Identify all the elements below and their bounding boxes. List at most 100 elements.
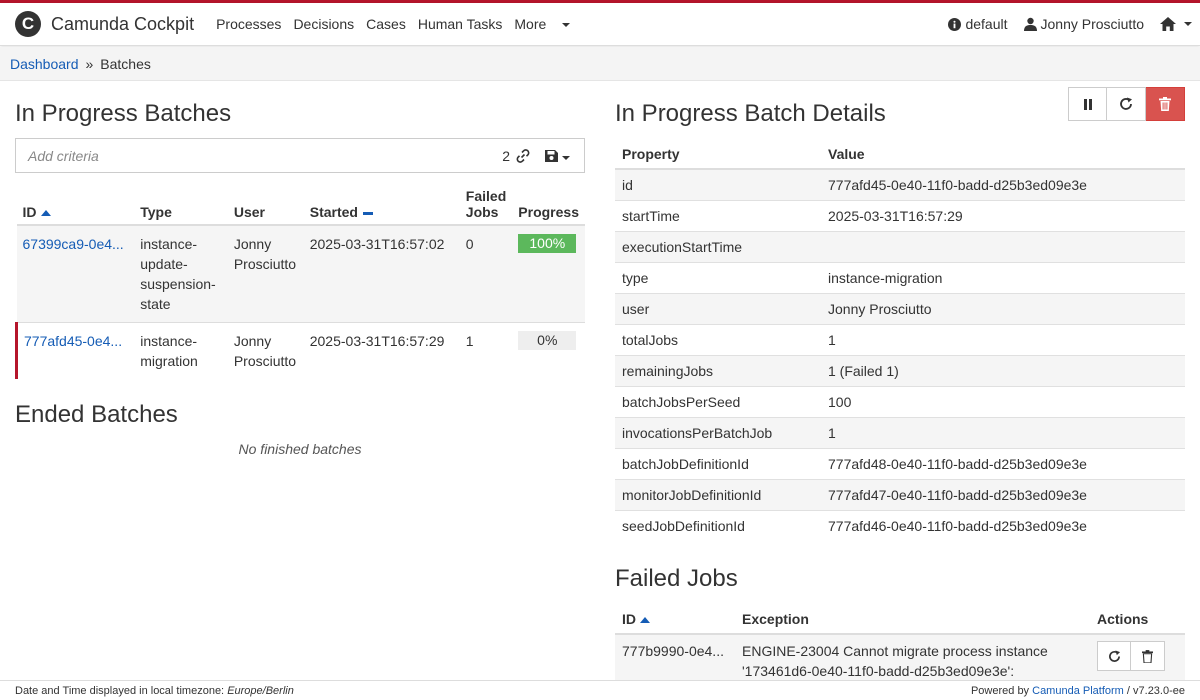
table-row: user Jonny Prosciutto: [615, 292, 1185, 324]
batch-id-link[interactable]: 777afd45-0e4...: [24, 333, 123, 349]
batch-type: instance-migration: [134, 322, 228, 379]
breadcrumb-current: Batches: [100, 55, 151, 72]
table-row: id 777afd45-0e40-11f0-badd-d25b3ed09e3e: [615, 168, 1185, 200]
col-failed-jobs-header[interactable]: Failed Jobs: [459, 179, 513, 226]
app-title: Camunda Cockpit: [51, 13, 195, 34]
powered-by: Powered by Camunda Platform / v7.23.0-ee: [971, 685, 1185, 697]
property-value: 1: [821, 323, 1185, 355]
caret-down-icon: [1184, 22, 1192, 26]
powered-by-label: Powered by: [970, 684, 1030, 697]
table-row[interactable]: 67399ca9-0e4... instance-update-suspensi…: [16, 224, 585, 323]
batch-started: 2025-03-31T16:57:02: [303, 224, 460, 323]
col-started-header[interactable]: Started: [303, 179, 460, 226]
property-key: monitorJobDefinitionId: [615, 478, 821, 510]
property-key: type: [615, 261, 821, 293]
col-id-header[interactable]: ID: [16, 179, 135, 226]
in-progress-table: ID Type User Started Failed Jobs Progres…: [15, 179, 585, 379]
property-key: id: [615, 168, 821, 200]
batch-failed-jobs: 0: [459, 224, 513, 323]
nav-human-tasks[interactable]: Human Tasks: [417, 16, 503, 32]
timezone-value: Europe/Berlin: [227, 684, 294, 697]
table-row: 777b9990-0e4... ENGINE-23004 Cannot migr…: [615, 634, 1185, 687]
engine-name: default: [965, 16, 1008, 32]
batch-id-link[interactable]: 67399ca9-0e4...: [22, 236, 124, 252]
user-icon: [1023, 17, 1037, 31]
sort-none-icon: [362, 211, 373, 215]
property-value: 777afd47-0e40-11f0-badd-d25b3ed09e3e: [821, 478, 1185, 510]
batch-user: Jonny Prosciutto: [227, 322, 304, 379]
progress-label: 100%: [518, 234, 577, 253]
batch-actions: [1068, 87, 1185, 121]
batch-details-table: Property Value id 777afd45-0e40-11f0-badd…: [615, 140, 1185, 541]
table-row: remainingJobs 1 (Failed 1): [615, 354, 1185, 386]
col-id-label: ID: [22, 204, 37, 220]
breadcrumb: Dashboard » Batches: [0, 47, 1200, 81]
batch-started: 2025-03-31T16:57:29: [303, 322, 460, 379]
table-row: totalJobs 1: [615, 323, 1185, 355]
col-job-id-header[interactable]: ID: [615, 605, 735, 635]
batch-details-section: In Progress Batch Details Property Value…: [615, 100, 1185, 687]
refresh-icon: [1108, 649, 1120, 662]
home-menu[interactable]: [1160, 17, 1192, 31]
col-value-header: Value: [821, 140, 1185, 170]
retry-job-button[interactable]: [1097, 641, 1131, 671]
property-value: 2025-03-31T16:57:29: [821, 199, 1185, 231]
caret-down-icon: [562, 23, 571, 28]
nav-decisions[interactable]: Decisions: [293, 16, 355, 32]
in-progress-title: In Progress Batches: [15, 100, 232, 127]
engine-selector[interactable]: default: [948, 16, 1008, 32]
trash-icon: [1159, 97, 1171, 111]
col-property-header: Property: [615, 140, 821, 170]
job-id: 777b9990-0e4...: [615, 634, 735, 687]
col-progress-header[interactable]: Progress: [512, 179, 585, 226]
save-dropdown-icon[interactable]: [544, 149, 572, 163]
table-row[interactable]: 777afd45-0e4... instance-migration Jonny…: [15, 322, 585, 379]
property-value: 1 (Failed 1): [821, 354, 1185, 386]
ended-batches-title: Ended Batches: [15, 401, 178, 428]
nav-more-label: More: [514, 16, 547, 32]
table-row: executionStartTime: [615, 230, 1185, 262]
suspend-button[interactable]: [1068, 87, 1107, 121]
property-value: 100: [821, 385, 1185, 417]
property-value: [821, 230, 1185, 262]
table-row: type instance-migration: [615, 261, 1185, 293]
link-icon[interactable]: [516, 148, 530, 163]
nav-more-dropdown[interactable]: More: [514, 16, 582, 32]
result-count: 2: [502, 147, 510, 164]
refresh-button[interactable]: [1107, 87, 1146, 121]
sort-asc-icon: [640, 617, 650, 624]
col-actions-header: Actions: [1090, 605, 1185, 635]
platform-link[interactable]: Camunda Platform: [1032, 684, 1124, 697]
footer: Date and Time displayed in local timezon…: [0, 680, 1200, 700]
main-nav: Processes Decisions Cases Human Tasks Mo…: [216, 16, 594, 32]
delete-button[interactable]: [1146, 87, 1185, 121]
search-criteria-input[interactable]: Add criteria 2: [15, 138, 585, 173]
version-text: / v7.23.0-ee: [1126, 684, 1185, 697]
property-key: invocationsPerBatchJob: [615, 416, 821, 448]
progress-bar: 0%: [518, 331, 577, 350]
property-value: Jonny Prosciutto: [821, 292, 1185, 324]
property-key: seedJobDefinitionId: [615, 509, 821, 541]
col-started-label: Started: [309, 204, 358, 220]
progress-bar: 100%: [518, 234, 577, 253]
in-progress-section: In Progress Batches Add criteria 2 ID Ty…: [15, 100, 585, 457]
breadcrumb-dashboard-link[interactable]: Dashboard: [10, 55, 79, 72]
nav-processes[interactable]: Processes: [216, 16, 282, 32]
brand[interactable]: C Camunda Cockpit: [15, 11, 194, 37]
home-icon: [1160, 17, 1176, 31]
job-exception: ENGINE-23004 Cannot migrate process inst…: [735, 634, 1090, 687]
empty-state-text: No finished batches: [238, 441, 362, 457]
sort-asc-icon: [40, 210, 51, 217]
property-key: executionStartTime: [615, 230, 821, 262]
col-type-header[interactable]: Type: [134, 179, 228, 226]
col-exception-header: Exception: [735, 605, 1090, 635]
trash-icon: [1142, 649, 1153, 663]
nav-cases[interactable]: Cases: [366, 16, 406, 32]
col-user-header[interactable]: User: [227, 179, 304, 226]
table-row: batchJobsPerSeed 100: [615, 385, 1185, 417]
delete-job-button[interactable]: [1131, 641, 1165, 671]
top-accent-line: [0, 0, 1200, 3]
table-row: monitorJobDefinitionId 777afd47-0e40-11f0…: [615, 478, 1185, 510]
user-menu[interactable]: Jonny Prosciutto: [1023, 16, 1144, 32]
camunda-logo-icon: C: [15, 11, 41, 37]
